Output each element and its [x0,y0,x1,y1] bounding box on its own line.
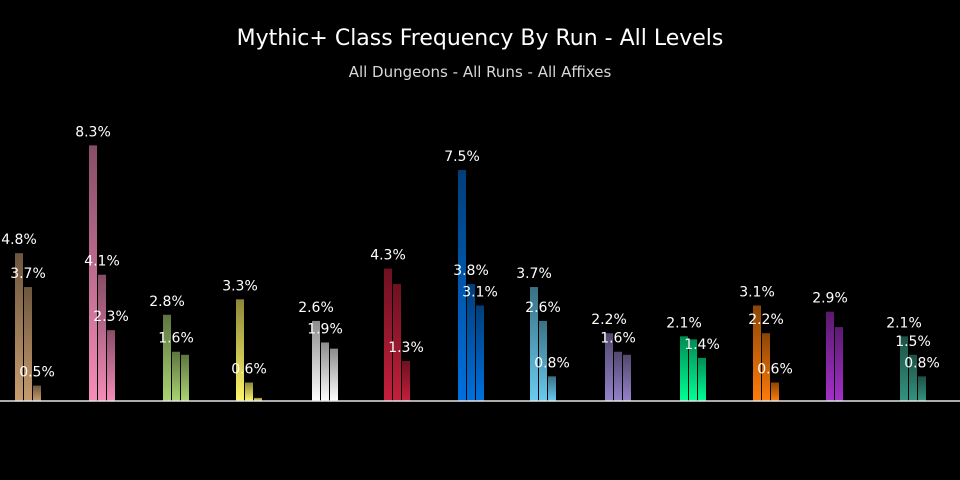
bar-group-2-bar-3 [107,330,115,401]
bar-group-5-bar-2 [321,342,329,401]
value-label-11-1: 3.1% [739,285,775,301]
bar-group-7-bar-3 [476,305,484,401]
bar-group-13-bar-1 [900,336,908,401]
bar-group-12-bar-1 [826,311,834,401]
bar-group-7-bar-1 [458,170,466,401]
bar-group-1-bar-2 [24,287,32,401]
value-label-6-1: 4.3% [370,248,406,264]
bar-group-1-bar-1 [15,253,23,401]
value-label-3-1: 2.8% [149,294,185,310]
bar-group-10-bar-1 [680,336,688,401]
value-label-8-3: 0.8% [534,355,570,371]
value-label-6-3: 1.3% [388,340,424,356]
bar-groups [15,145,926,401]
bar-group-6-bar-2 [393,283,401,401]
bar-group-11-bar-1 [753,305,761,401]
bar-group-13-bar-2 [909,354,917,401]
value-label-5-1: 2.6% [298,300,334,316]
value-label-5-2: 1.9% [307,321,343,337]
bar-group-5-bar-1 [312,320,320,401]
value-label-10-3: 1.4% [684,337,720,353]
value-label-1-2: 3.7% [10,266,46,282]
bar-group-10-bar-2 [689,339,697,401]
value-labels: 4.8% 3.7% 0.5% 8.3% 4.1% 2.3% 2.8% 1.6% 3.3% 0.6%… [1,124,940,380]
value-label-8-2: 2.6% [525,300,561,316]
bar-group-5-bar-3 [330,348,338,401]
bar-group-6-bar-1 [384,268,392,401]
value-label-3-2: 1.6% [158,331,194,347]
bar-group-10-bar-3 [698,357,706,401]
value-label-12-1: 2.9% [812,291,848,307]
value-label-7-1: 7.5% [444,149,480,165]
value-label-8-1: 3.7% [516,266,552,282]
value-label-9-1: 2.2% [591,312,627,328]
value-label-7-2: 3.8% [453,263,489,279]
value-label-9-2: 1.6% [600,331,636,347]
bar-group-11-bar-2 [762,333,770,401]
bar-group-3-bar-1 [163,314,171,401]
bar-group-7-bar-2 [467,283,475,401]
bar-group-8-bar-1 [530,287,538,401]
value-label-2-2: 4.1% [84,254,120,270]
bar-group-13-bar-3 [918,376,926,401]
value-label-13-3: 0.8% [904,355,940,371]
bar-group-12-bar-2 [835,327,843,401]
chart-title: Mythic+ Class Frequency By Run - All Lev… [237,26,724,51]
bar-group-9-bar-2 [614,351,622,401]
bar-group-9-bar-1 [605,333,613,401]
value-label-1-1: 4.8% [1,232,37,248]
value-label-10-1: 2.1% [666,315,702,331]
bar-group-9-bar-3 [623,354,631,401]
bar-group-4-bar-1 [236,299,244,401]
bar-group-2-bar-1 [89,145,97,401]
value-label-2-3: 2.3% [93,309,129,325]
chart-subtitle: All Dungeons - All Runs - All Affixes [349,63,612,81]
bar-group-3-bar-2 [172,351,180,401]
value-label-13-2: 1.5% [895,334,931,350]
bar-group-2-bar-2 [98,274,106,401]
bar-group-3-bar-3 [181,354,189,401]
value-label-1-3: 0.5% [19,365,55,381]
value-label-4-1: 3.3% [222,278,258,294]
bar-group-8-bar-2 [539,320,547,401]
value-label-4-2: 0.6% [231,362,267,378]
value-label-2-1: 8.3% [75,124,111,140]
value-label-11-3: 0.6% [757,362,793,378]
bar-group-8-bar-3 [548,376,556,401]
bar-group-4-bar-3 [254,397,262,401]
bar-group-4-bar-2 [245,382,253,401]
bar-group-1-bar-3 [33,385,41,401]
bar-group-6-bar-3 [402,360,410,401]
bar-group-11-bar-3 [771,382,779,401]
value-label-13-1: 2.1% [886,315,922,331]
value-label-11-2: 2.2% [748,312,784,328]
value-label-7-3: 3.1% [462,285,498,301]
